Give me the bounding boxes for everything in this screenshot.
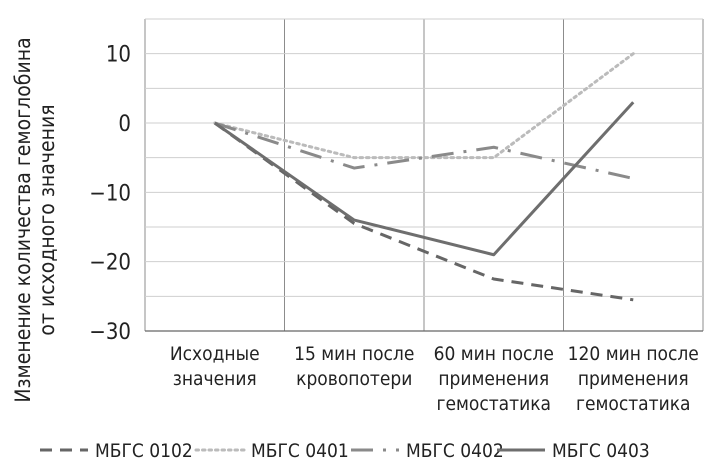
series-line (213, 101, 635, 257)
x-category-label: 120 мин после применения гемостатика (568, 343, 699, 415)
x-category-label: Исходные значения (170, 343, 260, 390)
x-category-label-line: гемостатика (436, 393, 551, 415)
series-lines (213, 52, 635, 302)
x-axis: Исходные значения 15 мин после кровопотери 6… (170, 343, 699, 415)
y-tick-label: 0 (118, 112, 131, 137)
y-tick-label: −20 (89, 251, 131, 276)
x-category-label: 60 мин после применения гемостатика (434, 343, 554, 415)
y-tick-label: −30 (89, 320, 131, 345)
legend-label: МБГС 0401 (251, 440, 349, 462)
legend: МБГС 0102 МБГС 0401 МБГС 0402 МБГС 0403 (40, 440, 650, 462)
x-category-label-line: 60 мин после (434, 343, 554, 365)
x-category-label-line: 15 мин после (294, 343, 414, 365)
legend-label: МБГС 0402 (406, 440, 504, 462)
x-category-label-line: значения (173, 368, 257, 390)
y-tick-label: 10 (106, 43, 131, 68)
x-category-label-line: кровопотери (296, 368, 412, 390)
y-axis: 10 0 −10 −20 −30 (89, 43, 131, 345)
series-line (213, 52, 635, 160)
x-category-label-line: 120 мин после (568, 343, 699, 365)
legend-label: МБГС 0102 (95, 440, 193, 462)
y-axis-title: Изменение количества гемоглобинаот исход… (11, 37, 59, 402)
x-category-label: 15 мин после кровопотери (294, 343, 414, 390)
x-category-label-line: применения (578, 368, 689, 390)
x-category-label-line: применения (438, 368, 549, 390)
legend-label: МБГС 0403 (552, 440, 650, 462)
y-tick-label: −10 (89, 181, 131, 206)
x-category-label-line: гемостатика (576, 393, 691, 415)
y-axis-title-line: от исходного значения (35, 104, 59, 335)
y-axis-title-line: Изменение количества гемоглобина (11, 37, 35, 402)
grid (144, 18, 704, 332)
x-category-label-line: Исходные (170, 343, 260, 365)
y-axis-title-text: Изменение количества гемоглобинаот исход… (11, 37, 59, 402)
